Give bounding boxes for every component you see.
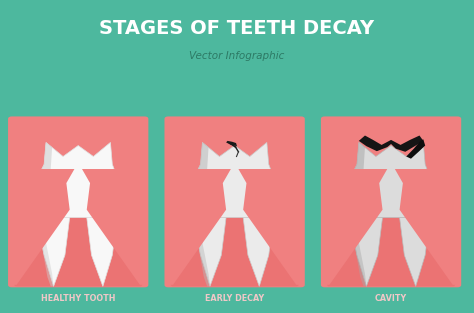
Polygon shape [188,142,278,218]
Polygon shape [395,169,457,285]
FancyBboxPatch shape [321,116,461,287]
Polygon shape [36,218,70,286]
Text: Vector Infographic: Vector Infographic [189,51,285,61]
FancyBboxPatch shape [164,116,305,287]
Polygon shape [32,142,122,218]
Polygon shape [32,142,52,218]
Polygon shape [87,218,117,286]
Polygon shape [345,142,365,218]
Text: CAVITY: CAVITY [375,295,407,303]
Polygon shape [243,218,273,286]
Polygon shape [188,142,209,218]
Polygon shape [168,169,231,285]
Polygon shape [226,141,237,146]
FancyBboxPatch shape [171,192,299,286]
Text: HEALTHY TOOTH: HEALTHY TOOTH [41,295,116,303]
Polygon shape [12,169,74,285]
Polygon shape [349,218,366,286]
FancyBboxPatch shape [327,192,455,286]
Polygon shape [36,218,54,286]
Polygon shape [238,169,301,285]
Polygon shape [349,218,383,286]
FancyBboxPatch shape [14,192,142,286]
Polygon shape [325,169,387,285]
Polygon shape [82,169,145,285]
Polygon shape [359,136,423,152]
Polygon shape [400,218,430,286]
Polygon shape [193,218,226,286]
FancyBboxPatch shape [8,116,148,287]
Text: STAGES OF TEETH DECAY: STAGES OF TEETH DECAY [100,19,374,38]
Polygon shape [193,218,210,286]
Polygon shape [406,139,425,159]
Polygon shape [345,142,435,218]
Text: EARLY DECAY: EARLY DECAY [205,295,264,303]
